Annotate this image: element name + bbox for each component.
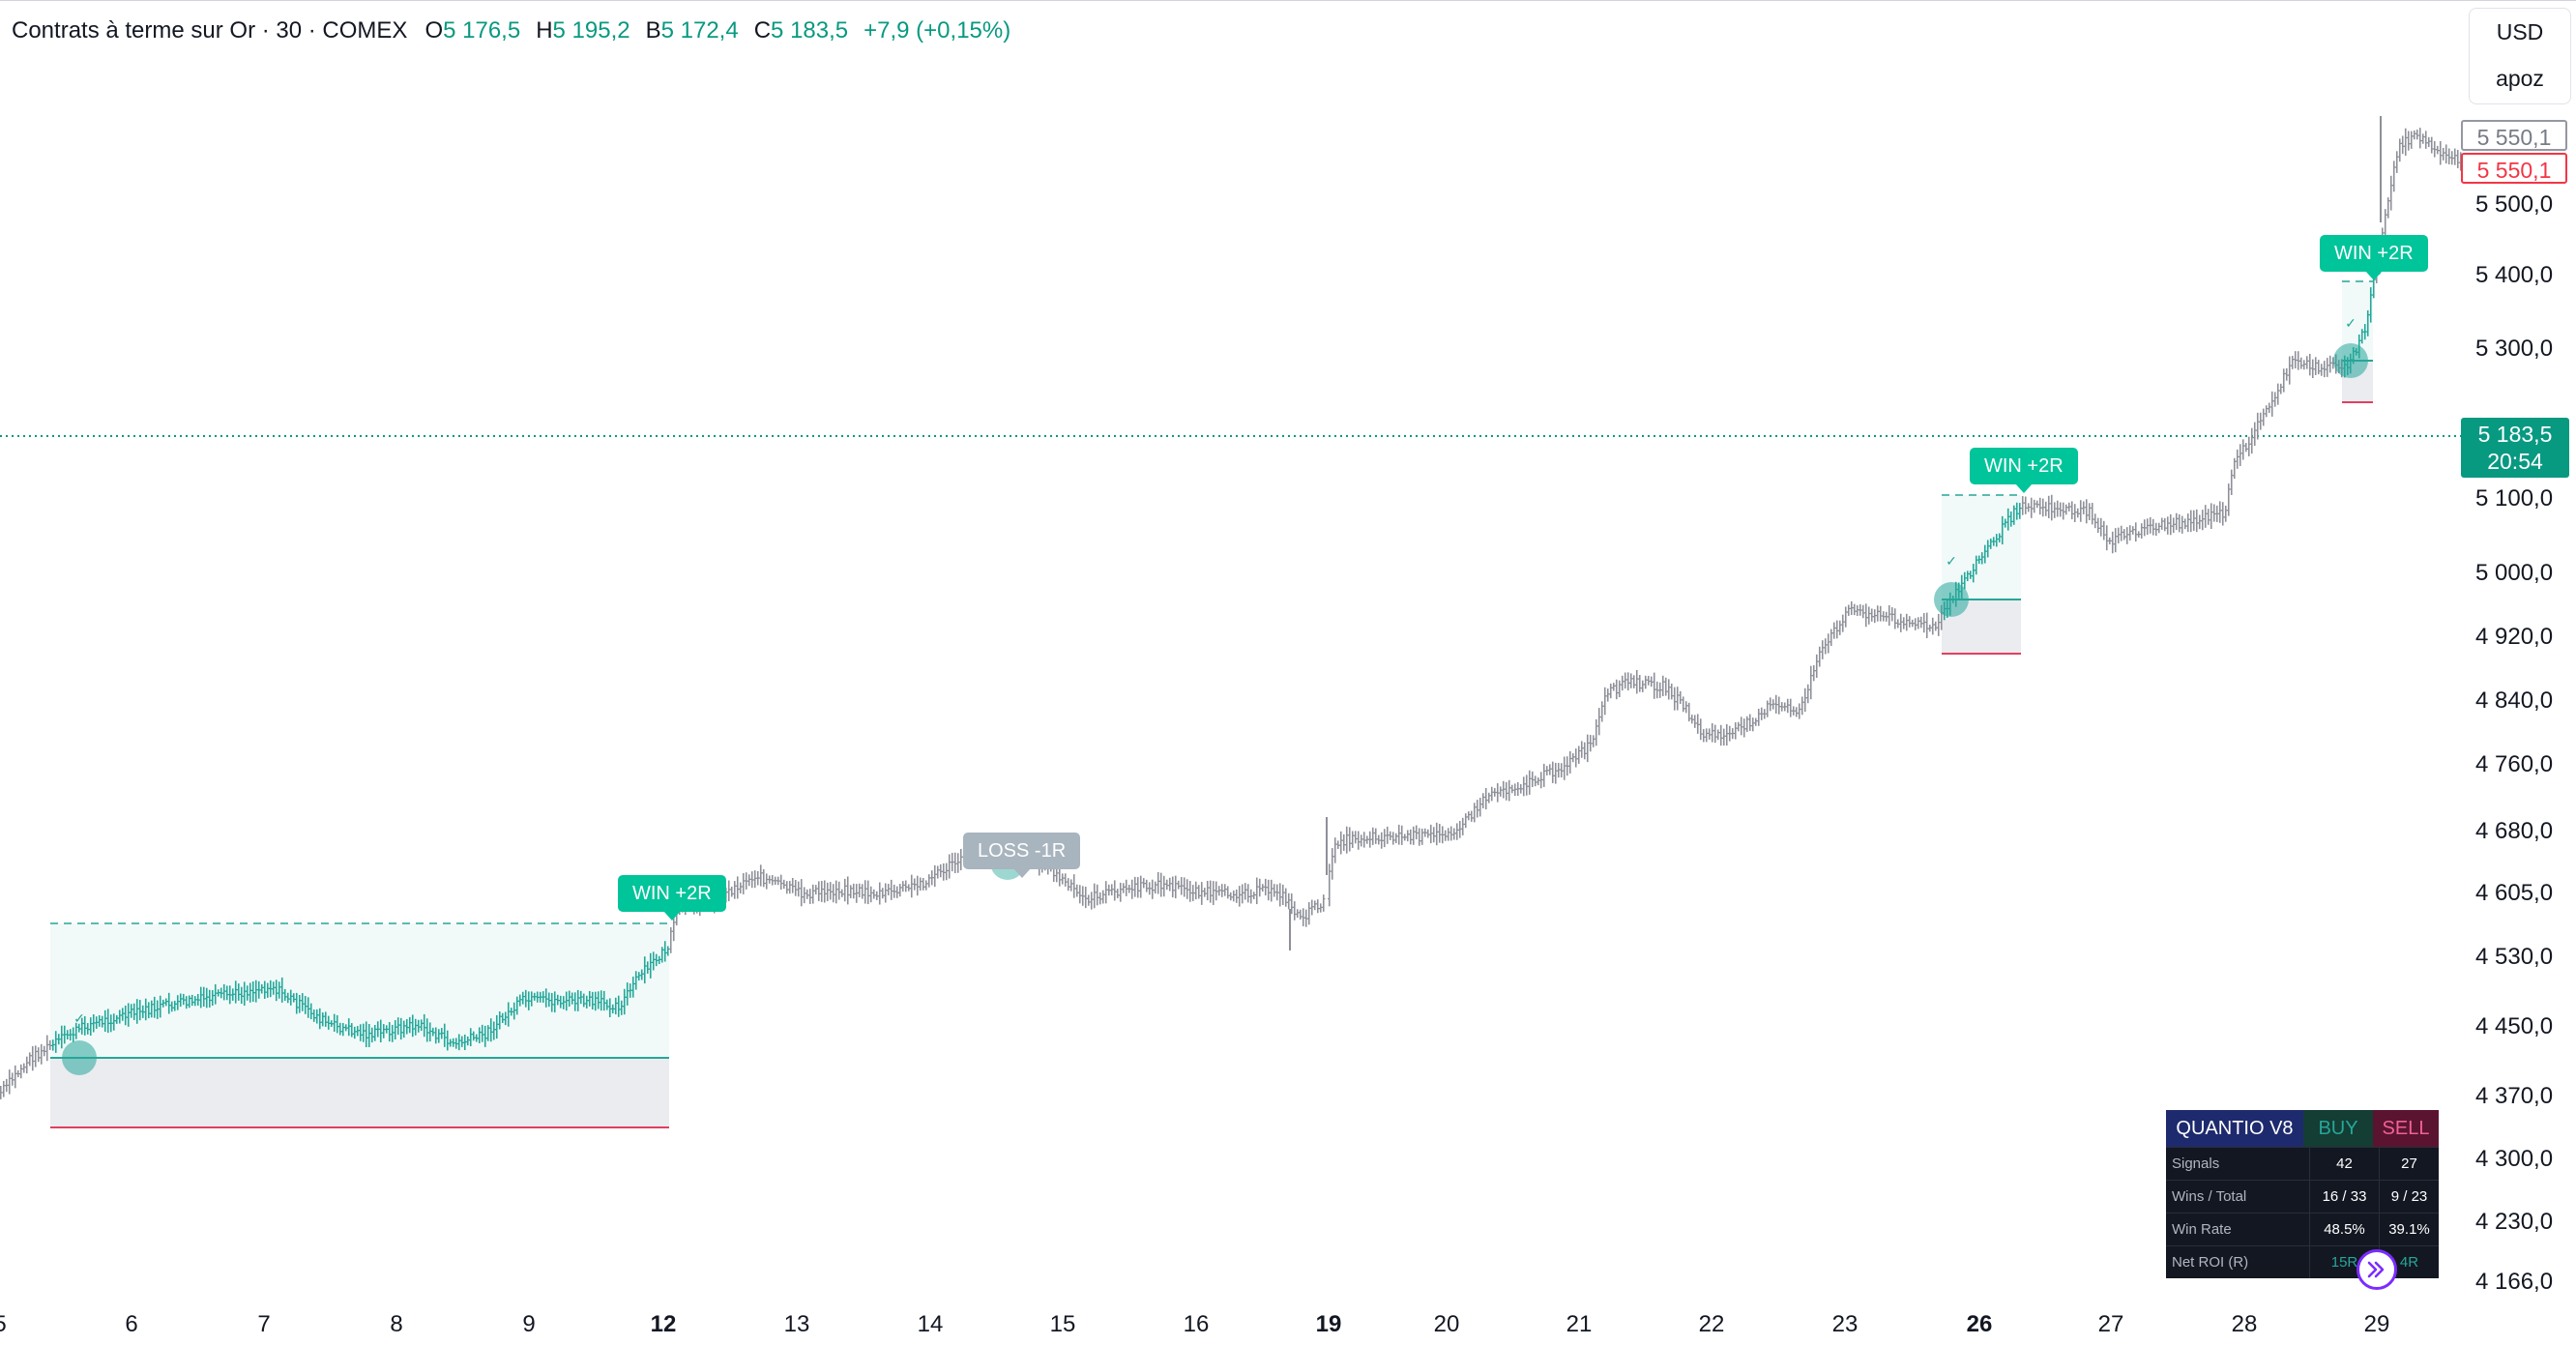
time-axis-label: 15 <box>1050 1311 1076 1337</box>
double-chevron-right-icon <box>2367 1261 2385 1278</box>
trade-label-win-3: WIN +2R <box>2320 235 2428 280</box>
time-axis-label: 20 <box>1434 1311 1460 1337</box>
time-axis-label: 5 <box>0 1311 7 1337</box>
symbol-title[interactable]: Contrats à terme sur Or · 30 · COMEX <box>12 17 408 44</box>
account-label[interactable]: apoz <box>2496 66 2544 91</box>
price-axis-label: 4 760,0 <box>2475 751 2553 777</box>
price-axis-label: 4 230,0 <box>2475 1209 2553 1235</box>
table-row: Signals 42 27 <box>2166 1147 2439 1180</box>
entry-marker-icon <box>62 1040 97 1075</box>
time-axis-label: 22 <box>1699 1311 1725 1337</box>
time-axis-label: 28 <box>2232 1311 2258 1337</box>
low-label: B <box>645 17 661 44</box>
open-label: O <box>424 17 444 44</box>
price-badge-high: 5 550,1 <box>2461 120 2567 151</box>
time-axis-label: 7 <box>257 1311 270 1337</box>
current-price: 5 183,5 <box>2477 422 2553 447</box>
time-axis-label: 19 <box>1316 1311 1342 1337</box>
time-axis-label: 29 <box>2364 1311 2390 1337</box>
price-axis-label: 5 300,0 <box>2475 336 2553 362</box>
price-axis-label: 4 840,0 <box>2475 687 2553 714</box>
price-axis-label: 5 100,0 <box>2475 485 2553 512</box>
table-sell-header: SELL <box>2373 1110 2439 1147</box>
time-axis-label: 12 <box>651 1311 677 1337</box>
table-title: QUANTIO V8 <box>2166 1110 2303 1147</box>
change-value: +7,9 (+0,15%) <box>864 17 1011 44</box>
table-row: Net ROI (R) 15R 4R <box>2166 1245 2439 1278</box>
trade-label-win-1: WIN +2R <box>618 875 726 921</box>
row-buy: 16 / 33 <box>2309 1181 2379 1213</box>
row-buy: 15R <box>2309 1246 2379 1278</box>
check-icon: ✓ <box>2345 315 2356 331</box>
row-sell: 27 <box>2379 1148 2439 1180</box>
time-axis-label: 16 <box>1184 1311 1210 1337</box>
time-axis-label: 21 <box>1566 1311 1593 1337</box>
price-axis-label: 4 450,0 <box>2475 1013 2553 1039</box>
table-buy-header: BUY <box>2303 1110 2373 1147</box>
row-sell: 9 / 23 <box>2379 1181 2439 1213</box>
close-value: 5 183,5 <box>771 17 849 44</box>
time-axis-label: 14 <box>918 1311 944 1337</box>
entry-marker-icon <box>1934 582 1969 617</box>
price-axis-label: 4 920,0 <box>2475 624 2553 650</box>
strategy-stats-table: QUANTIO V8 BUY SELL Signals 42 27 Wins /… <box>2166 1110 2439 1278</box>
trade-label-win-2: WIN +2R <box>1970 448 2078 493</box>
row-sell: 39.1% <box>2379 1213 2439 1245</box>
time-axis-label: 23 <box>1832 1311 1859 1337</box>
time-axis-label: 6 <box>125 1311 137 1337</box>
scroll-to-realtime-button[interactable] <box>2356 1249 2397 1290</box>
high-label: H <box>536 17 553 44</box>
price-axis-label: 4 530,0 <box>2475 944 2553 970</box>
trade1-stop-zone <box>50 1058 669 1127</box>
time-axis-label: 13 <box>784 1311 810 1337</box>
table-row: Wins / Total 16 / 33 9 / 23 <box>2166 1180 2439 1213</box>
check-icon: ✓ <box>1946 553 1957 569</box>
price-axis-label: 4 166,0 <box>2475 1269 2553 1295</box>
time-axis-label: 9 <box>522 1311 535 1337</box>
entry-marker-icon <box>2333 343 2368 378</box>
row-label: Signals <box>2172 1155 2220 1172</box>
price-badge-alert: 5 550,1 <box>2461 153 2567 184</box>
price-axis-label: 4 605,0 <box>2475 880 2553 906</box>
price-axis-label: 5 400,0 <box>2475 262 2553 288</box>
high-value: 5 195,2 <box>552 17 630 44</box>
time-axis-label: 27 <box>2098 1311 2124 1337</box>
table-row: Win Rate 48.5% 39.1% <box>2166 1213 2439 1245</box>
low-value: 5 172,4 <box>660 17 739 44</box>
open-value: 5 176,5 <box>443 17 521 44</box>
row-label: Net ROI (R) <box>2172 1254 2249 1271</box>
currency-menu[interactable]: USD apoz <box>2469 8 2571 104</box>
trade-label-loss-1: LOSS -1R <box>963 833 1081 878</box>
price-axis-label: 4 680,0 <box>2475 818 2553 844</box>
row-label: Wins / Total <box>2172 1188 2247 1205</box>
price-axis-label: 5 000,0 <box>2475 560 2553 586</box>
time-axis-label: 8 <box>390 1311 402 1337</box>
top-border <box>0 0 2576 1</box>
price-axis-label: 4 370,0 <box>2475 1083 2553 1109</box>
bar-countdown: 20:54 <box>2487 449 2543 474</box>
price-axis-label: 5 500,0 <box>2475 191 2553 218</box>
current-price-badge: 5 183,5 20:54 <box>2461 418 2569 478</box>
time-axis-label: 26 <box>1967 1311 1993 1337</box>
price-axis-label: 4 300,0 <box>2475 1146 2553 1172</box>
row-label: Win Rate <box>2172 1221 2232 1238</box>
currency-label[interactable]: USD <box>2496 19 2544 44</box>
row-buy: 48.5% <box>2309 1213 2379 1245</box>
row-buy: 42 <box>2309 1148 2379 1180</box>
close-label: C <box>753 17 772 44</box>
check-icon: ✓ <box>73 1010 85 1026</box>
